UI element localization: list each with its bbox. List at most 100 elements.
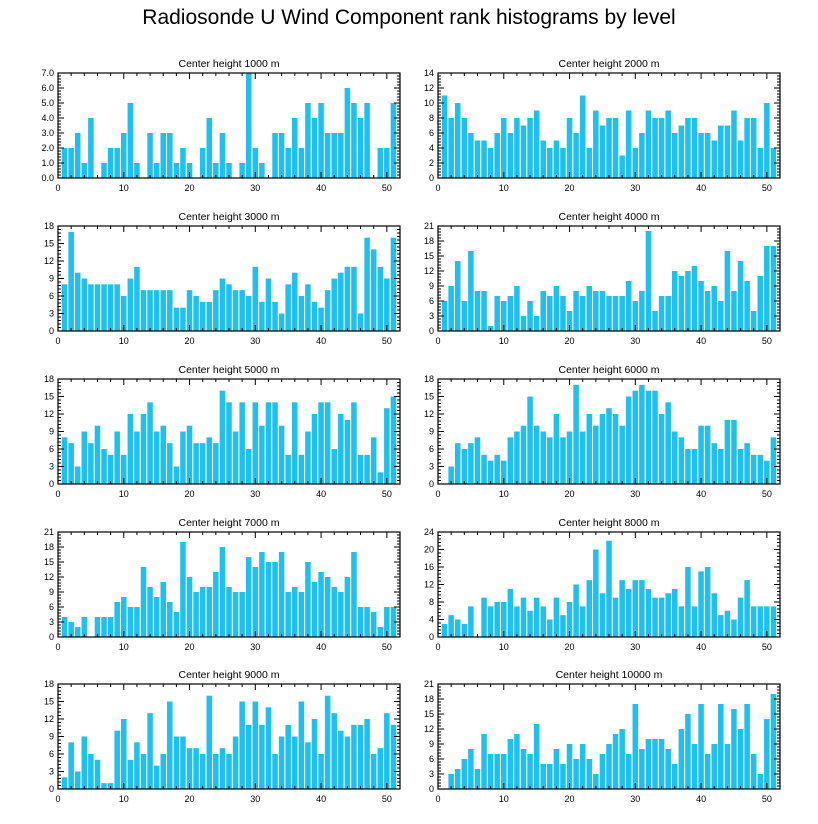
histogram-bar (101, 163, 107, 178)
histogram-bar (384, 607, 390, 637)
histogram-bar (338, 272, 344, 331)
histogram-bar (199, 754, 206, 789)
histogram-bar (764, 103, 770, 178)
y-tick-label: 4 (429, 615, 434, 625)
histogram-bar (305, 284, 311, 331)
histogram-bar (468, 251, 474, 331)
histogram-bar (370, 437, 377, 484)
x-tick-label: 30 (250, 489, 260, 499)
histogram-bar (527, 754, 533, 789)
histogram-bar (718, 449, 724, 484)
histogram-bar (107, 617, 114, 637)
x-tick-label: 40 (696, 794, 706, 804)
y-tick-label: 18 (424, 694, 434, 704)
histogram-bar (566, 744, 573, 789)
x-tick-label: 50 (762, 336, 772, 346)
x-tick-label: 30 (250, 642, 260, 652)
histogram-bar (645, 739, 652, 789)
histogram-bar (265, 402, 272, 484)
histogram-bar (245, 73, 252, 178)
y-tick-label: 3 (49, 767, 54, 777)
histogram-bar (737, 140, 744, 178)
x-tick-label: 0 (435, 794, 440, 804)
x-tick-label: 0 (435, 489, 440, 499)
histogram-bar (737, 261, 744, 331)
histogram-bar (540, 140, 546, 178)
histogram-bar (331, 713, 337, 789)
histogram-bar (507, 133, 514, 178)
histogram-bar (619, 425, 625, 484)
histogram-bar (612, 597, 619, 637)
histogram-bar (487, 148, 494, 178)
histogram-bar (252, 266, 259, 331)
histogram-bar (672, 588, 678, 637)
histogram-bar (186, 577, 193, 637)
histogram-bar (160, 582, 166, 637)
y-tick-label: 12 (44, 572, 54, 582)
y-tick-label: 2.0 (41, 143, 54, 153)
histogram-bar (88, 443, 94, 484)
histogram-bar (180, 736, 186, 789)
histogram-bar (533, 425, 540, 484)
histogram-bar (193, 443, 199, 484)
histogram-bar (180, 307, 186, 331)
histogram-bar (658, 414, 665, 484)
histogram-bar (593, 110, 599, 178)
histogram-bar (711, 744, 717, 789)
y-tick-label: 6 (49, 291, 54, 301)
y-tick-label: 21 (424, 679, 434, 689)
histogram-bar (678, 437, 685, 484)
histogram-bar (193, 592, 199, 637)
x-tick-label: 20 (185, 183, 195, 193)
y-tick-label: 8 (429, 597, 434, 607)
histogram-bar (448, 466, 454, 484)
histogram-bar (140, 414, 147, 484)
histogram-bar (665, 110, 671, 178)
histogram-bar (461, 623, 468, 637)
x-tick-label: 50 (382, 336, 392, 346)
histogram-panel-4: Center height 4000 m 0 10 20 30 40 50 0 3 6 9 12 15 1… (424, 211, 781, 346)
histogram-bar (121, 296, 127, 331)
histogram-bar (272, 754, 278, 789)
histogram-bar (566, 118, 573, 178)
y-tick-label: 3 (429, 769, 434, 779)
histogram-bar (285, 454, 291, 484)
histogram-bar (606, 296, 612, 331)
x-tick-label: 40 (696, 489, 706, 499)
histogram-bar (704, 754, 711, 789)
histogram-bar (305, 103, 311, 178)
histogram-bar (180, 148, 186, 178)
histogram-bar (698, 704, 704, 789)
histogram-bar (593, 549, 599, 637)
histogram-bar (573, 133, 579, 178)
histogram-bar (324, 133, 331, 178)
histogram-bar (259, 301, 265, 331)
histogram-bar (285, 284, 291, 331)
histogram-bar (750, 606, 757, 637)
histogram-bar (88, 284, 94, 331)
histogram-bar (81, 163, 88, 178)
histogram-bar (665, 296, 671, 331)
y-tick-label: 12 (44, 714, 54, 724)
histogram-bar (351, 552, 357, 637)
histogram-bar (461, 301, 468, 331)
histogram-bar (278, 313, 285, 331)
panel-title: Center height 2000 m (559, 58, 660, 70)
histogram-bar (652, 311, 658, 331)
histogram-bar (114, 730, 120, 789)
histogram-bar (672, 133, 678, 178)
histogram-panel-3: Center height 3000 m 0 10 20 30 40 50 0 3 6 9 12 15 1… (44, 211, 401, 346)
histogram-bar (731, 110, 737, 178)
histogram-bar (265, 707, 272, 789)
histogram-bar (474, 437, 481, 484)
y-tick-label: 9 (49, 427, 54, 437)
histogram-bar (632, 301, 639, 331)
histogram-bar (68, 231, 74, 331)
histogram-bar (520, 749, 527, 789)
histogram-bar (292, 736, 298, 789)
histogram-bar (226, 163, 232, 178)
y-tick-label: 12 (424, 580, 434, 590)
histogram-bar (691, 118, 698, 178)
histogram-bar (219, 547, 226, 637)
